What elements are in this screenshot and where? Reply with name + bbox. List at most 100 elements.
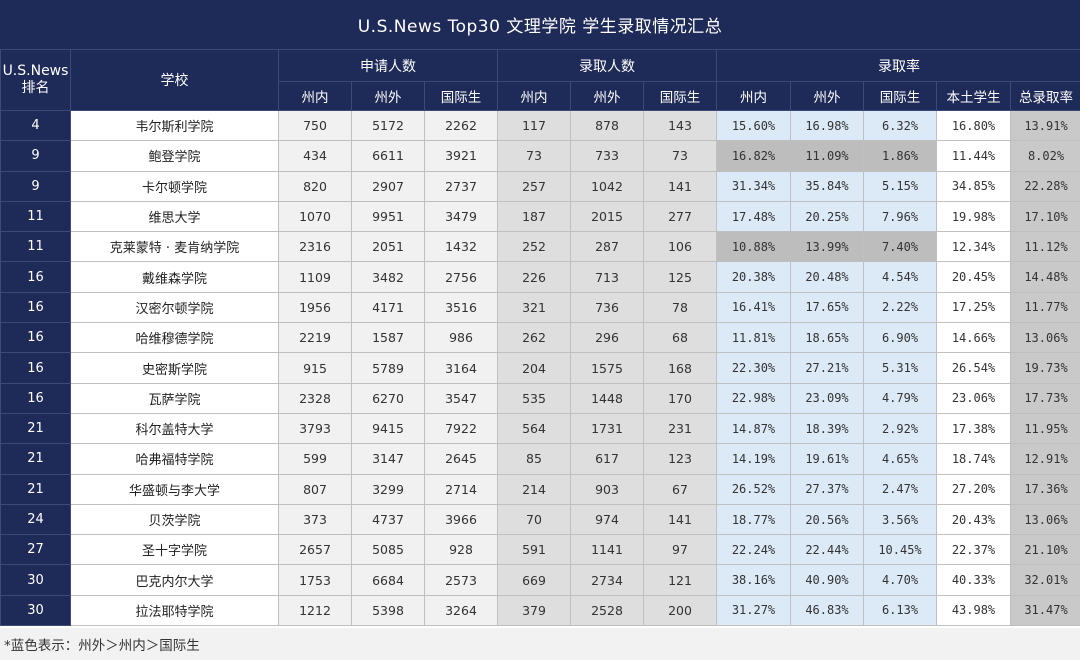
cell-rank: 16 — [0, 322, 71, 354]
cell-rank: 21 — [0, 473, 71, 505]
cell-r-out: 18.65% — [790, 322, 864, 354]
cell-r-dom: 20.45% — [936, 261, 1011, 293]
cell-adm-intl: 141 — [643, 170, 717, 202]
cell-r-total: 14.48% — [1009, 261, 1080, 293]
cell-r-intl: 2.92% — [863, 412, 937, 445]
cell-app-in: 3793 — [278, 412, 352, 445]
cell-app-out: 5172 — [351, 109, 425, 142]
cell-school: 贝茨学院 — [70, 503, 279, 536]
cell-adm-intl: 106 — [643, 231, 717, 263]
cell-school: 圣十字学院 — [70, 534, 279, 566]
cell-r-total: 11.95% — [1009, 412, 1080, 445]
cell-adm-out: 1448 — [570, 382, 644, 414]
cell-r-in: 31.27% — [716, 594, 791, 627]
cell-adm-in: 226 — [497, 261, 571, 293]
cell-rank: 16 — [0, 352, 71, 384]
cell-app-out: 6684 — [351, 564, 425, 596]
cell-r-total: 32.01% — [1009, 564, 1080, 596]
cell-adm-intl: 168 — [643, 352, 717, 384]
cell-app-out: 5398 — [351, 594, 425, 627]
cell-r-in: 14.19% — [716, 443, 791, 475]
cell-r-total: 17.10% — [1009, 200, 1080, 233]
cell-r-intl: 10.45% — [863, 534, 937, 566]
cell-app-intl: 7922 — [424, 412, 498, 445]
cell-r-dom: 22.37% — [936, 534, 1011, 566]
table-row: 27 圣十字学院 2657 5085 928 591 1141 97 22.24% 22.44% 1… — [0, 534, 1080, 566]
cell-r-total: 31.47% — [1009, 594, 1080, 627]
cell-r-total: 12.91% — [1009, 443, 1080, 475]
cell-app-in: 1956 — [278, 291, 352, 324]
cell-adm-intl: 68 — [643, 322, 717, 354]
cell-r-in: 16.82% — [716, 140, 791, 172]
cell-r-intl: 6.90% — [863, 322, 937, 354]
cell-adm-in: 70 — [497, 503, 571, 536]
cell-app-intl: 3264 — [424, 594, 498, 627]
cell-app-out: 6270 — [351, 382, 425, 414]
cell-r-total: 13.06% — [1009, 322, 1080, 354]
cell-app-intl: 928 — [424, 534, 498, 566]
adm-outstate-header: 州外 — [570, 81, 644, 111]
cell-adm-in: 535 — [497, 382, 571, 414]
cell-r-out: 19.61% — [790, 443, 864, 475]
table-row: 21 科尔盖特大学 3793 9415 7922 564 1731 231 14.87% 18.3… — [0, 412, 1080, 445]
cell-r-total: 11.12% — [1009, 231, 1080, 263]
app-instate-header: 州内 — [278, 81, 352, 111]
cell-app-in: 2657 — [278, 534, 352, 566]
cell-rank: 9 — [0, 170, 71, 202]
cell-app-intl: 3516 — [424, 291, 498, 324]
cell-r-intl: 4.70% — [863, 564, 937, 596]
cell-app-in: 2328 — [278, 382, 352, 414]
cell-school: 哈维穆德学院 — [70, 322, 279, 354]
cell-r-dom: 26.54% — [936, 352, 1011, 384]
cell-app-in: 373 — [278, 503, 352, 536]
cell-adm-out: 903 — [570, 473, 644, 505]
cell-r-dom: 34.85% — [936, 170, 1011, 202]
cell-app-out: 6611 — [351, 140, 425, 172]
cell-app-intl: 2645 — [424, 443, 498, 475]
cell-rank: 4 — [0, 109, 71, 142]
app-intl-header: 国际生 — [424, 81, 498, 111]
cell-app-in: 820 — [278, 170, 352, 202]
cell-r-in: 10.88% — [716, 231, 791, 263]
cell-app-in: 599 — [278, 443, 352, 475]
cell-adm-in: 591 — [497, 534, 571, 566]
cell-adm-in: 73 — [497, 140, 571, 172]
cell-r-intl: 1.86% — [863, 140, 937, 172]
cell-r-out: 22.44% — [790, 534, 864, 566]
cell-school: 韦尔斯利学院 — [70, 109, 279, 142]
cell-app-out: 3147 — [351, 443, 425, 475]
cell-school: 哈弗福特学院 — [70, 443, 279, 475]
cell-school: 维思大学 — [70, 200, 279, 233]
table-row: 21 哈弗福特学院 599 3147 2645 85 617 123 14.19% 19.61% 4… — [0, 443, 1080, 475]
cell-adm-in: 257 — [497, 170, 571, 202]
cell-adm-intl: 121 — [643, 564, 717, 596]
cell-r-intl: 7.40% — [863, 231, 937, 263]
cell-school: 卡尔顿学院 — [70, 170, 279, 202]
cell-r-out: 17.65% — [790, 291, 864, 324]
app-outstate-header: 州外 — [351, 81, 425, 111]
rate-header: 录取率 — [715, 49, 1080, 82]
cell-adm-intl: 200 — [643, 594, 717, 627]
cell-r-in: 11.81% — [716, 322, 791, 354]
cell-app-in: 750 — [278, 109, 352, 142]
table-row: 4 韦尔斯利学院 750 5172 2262 117 878 143 15.60% 16.98% 6… — [0, 109, 1080, 142]
cell-adm-in: 321 — [497, 291, 571, 324]
cell-r-dom: 12.34% — [936, 231, 1011, 263]
cell-app-intl: 3921 — [424, 140, 498, 172]
cell-adm-intl: 73 — [643, 140, 717, 172]
cell-r-out: 13.99% — [790, 231, 864, 263]
cell-app-in: 1212 — [278, 594, 352, 627]
cell-adm-intl: 78 — [643, 291, 717, 324]
cell-r-in: 22.24% — [716, 534, 791, 566]
cell-r-total: 11.77% — [1009, 291, 1080, 324]
cell-app-intl: 2262 — [424, 109, 498, 142]
cell-r-dom: 16.80% — [936, 109, 1011, 142]
cell-adm-in: 204 — [497, 352, 571, 384]
cell-r-in: 38.16% — [716, 564, 791, 596]
cell-r-intl: 4.79% — [863, 382, 937, 414]
table-title: U.S.News Top30 文理学院 学生录取情况汇总 — [0, 0, 1080, 49]
cell-r-out: 18.39% — [790, 412, 864, 445]
admissions-table: U.S.News 排名 学校 申请人数 录取人数 录取率 州内 州外 国际生 州… — [0, 49, 1080, 627]
cell-r-dom: 18.74% — [936, 443, 1011, 475]
cell-adm-out: 2015 — [570, 200, 644, 233]
